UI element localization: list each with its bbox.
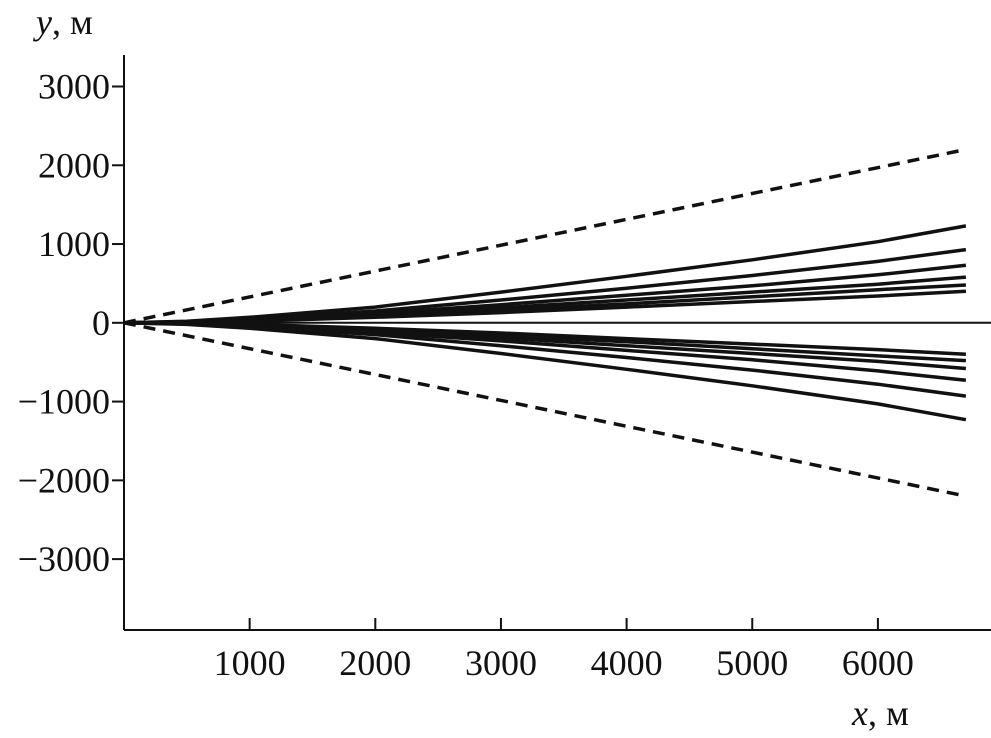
y-tick-label: 3000 <box>38 67 110 107</box>
x-tick-label: 5000 <box>716 643 788 683</box>
y-tick-label: −1000 <box>18 382 110 422</box>
x-axis-label-var: x <box>851 693 868 733</box>
dashed-boundary-line <box>123 321 967 498</box>
series-layer <box>123 147 967 498</box>
x-axis-label: x, м <box>851 693 909 733</box>
x-ticks: 1000 2000 3000 4000 5000 6000 <box>214 618 914 683</box>
x-tick-label: 3000 <box>465 643 537 683</box>
x-tick-label: 2000 <box>339 643 411 683</box>
x-tick-label: 6000 <box>842 643 914 683</box>
y-tick-label: −3000 <box>18 539 110 579</box>
y-axis-label-var: y <box>33 2 52 42</box>
y-tick-label: 0 <box>92 303 110 343</box>
x-tick-label: 4000 <box>591 643 663 683</box>
y-ticks: 3000 2000 1000 0 −1000 −2000 −3000 <box>18 67 124 579</box>
y-tick-label: 2000 <box>38 145 110 185</box>
y-axis-label-unit: , м <box>52 2 93 42</box>
trajectory-line <box>123 263 967 325</box>
x-tick-label: 1000 <box>214 643 286 683</box>
dashed-boundary-line <box>123 147 967 325</box>
y-axis-label: y, м <box>33 2 93 42</box>
trajectory-line <box>123 321 967 422</box>
y-tick-label: 1000 <box>38 224 110 264</box>
y-tick-label: −2000 <box>18 460 110 500</box>
x-axis-label-unit: , м <box>868 693 909 733</box>
